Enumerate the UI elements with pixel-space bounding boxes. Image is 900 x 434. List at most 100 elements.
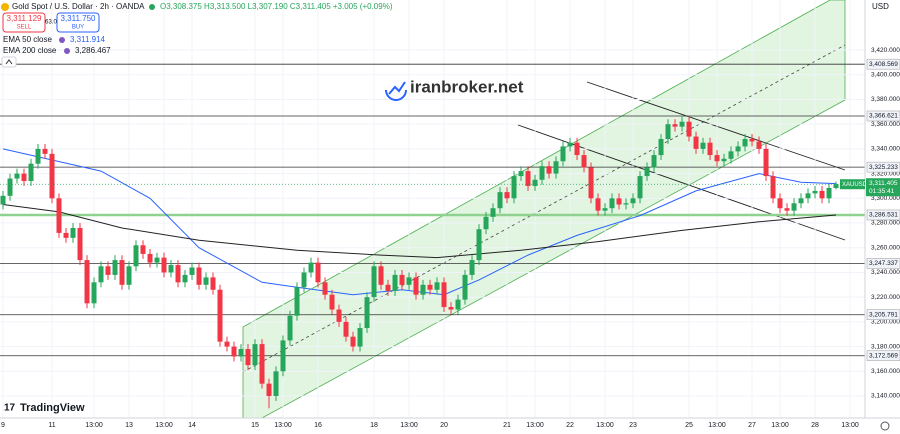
y-tick-label: 3,180.000 [871, 343, 900, 350]
indicator-value: 3,286.467 [75, 46, 111, 55]
candle-body [427, 284, 433, 290]
level-label-bg [866, 161, 900, 173]
level-label: 3,366.621 [869, 113, 898, 120]
candle-body [574, 142, 580, 156]
candle-body [455, 299, 461, 310]
candle-body [441, 282, 447, 308]
candle-body [623, 203, 629, 205]
buy-button[interactable] [56, 12, 100, 33]
symbol-icon [1, 3, 9, 11]
candle-body [504, 192, 510, 199]
y-tick-label: 3,400.000 [871, 71, 900, 78]
candle-body [273, 371, 279, 397]
candle-body [721, 158, 727, 162]
y-tick-label: 3,200.000 [871, 319, 900, 326]
candle-body [784, 208, 790, 211]
candle-body [609, 198, 615, 209]
level-label-bg [866, 258, 900, 269]
candle-body [266, 383, 272, 397]
level-label: 3,247.337 [869, 260, 898, 267]
y-tick-label: 3,320.000 [871, 170, 900, 177]
level-label: 3,172.569 [869, 352, 898, 359]
level-label-bg [866, 58, 900, 70]
candle-body [364, 297, 370, 329]
buy-price: 3,311.750 [61, 14, 97, 23]
candle-body [147, 253, 153, 263]
candle-body [238, 349, 244, 357]
brand: TradingView [20, 402, 85, 414]
candle-body [231, 346, 237, 357]
candle-body [35, 148, 41, 164]
candle-body [567, 142, 573, 147]
candle-body [112, 260, 118, 275]
last-price-bg [866, 178, 900, 197]
x-tick-label: 18 [370, 422, 378, 429]
candle-body [637, 176, 643, 199]
candle-body [819, 190, 825, 199]
x-tick-label: 13:00 [400, 422, 418, 429]
candle-body [154, 257, 160, 263]
candle-body [399, 274, 405, 285]
x-tick-label: 13:00 [155, 422, 173, 429]
spread: 63.0 [45, 20, 57, 26]
indicator-icon [64, 48, 70, 54]
candle-body [630, 198, 636, 204]
candle-body [434, 282, 440, 290]
trend-line [586, 81, 846, 171]
indicator-name: EMA 200 close [3, 46, 57, 55]
collapse-button[interactable] [1, 56, 17, 68]
y-tick-label: 3,300.000 [871, 195, 900, 202]
y-tick-label: 3,380.000 [871, 96, 900, 103]
x-tick-label: 21 [503, 422, 511, 429]
y-tick-label: 3,240.000 [871, 269, 900, 276]
candle-body [210, 277, 216, 290]
watermark: iranbroker.net [410, 77, 524, 96]
x-tick-label: 13:00 [708, 422, 726, 429]
x-tick-label: 13:00 [596, 422, 614, 429]
candle-body [791, 203, 797, 211]
currency: USD [872, 2, 889, 11]
x-tick-label: 13:00 [841, 422, 859, 429]
candle-body [469, 260, 475, 275]
candle-body [385, 284, 391, 291]
sell-button[interactable] [2, 12, 46, 33]
y-tick-label: 3,280.000 [871, 220, 900, 227]
candle-body [644, 167, 650, 177]
ohlc: O3,308.375 H3,313.500 L3,307.190 C3,311.… [160, 2, 393, 11]
brand-logo: 17 [4, 403, 16, 414]
x-tick-label: 14 [188, 422, 196, 429]
x-tick-label: 13:00 [771, 422, 789, 429]
candle-body [679, 121, 685, 127]
candle-body [546, 166, 552, 174]
axes: 3,140.000 3,160.000 3,180.000 3,200.000 3,22… [1, 47, 900, 429]
settings-button[interactable] [880, 421, 890, 431]
candle-body [392, 274, 398, 291]
x-tick-label: 15 [251, 422, 259, 429]
candle-body [539, 166, 545, 180]
candle-body [161, 257, 167, 273]
candle-body [448, 307, 454, 310]
candle-body [336, 309, 342, 322]
level-label: 3,205.791 [869, 311, 898, 318]
candle-body [252, 344, 258, 366]
candle-body [749, 139, 755, 142]
market-status [149, 4, 155, 10]
candle-body [217, 289, 223, 342]
candle-body [357, 328, 363, 347]
candle-body [406, 277, 412, 285]
y-tick-label: 3,260.000 [871, 244, 900, 251]
plot [0, 0, 865, 418]
candle-body [301, 272, 307, 288]
candle-body [700, 142, 706, 149]
candle-body [602, 208, 608, 211]
candle-body [532, 179, 538, 186]
candle-body [735, 146, 741, 152]
candle-body [826, 187, 832, 199]
candle-body [812, 190, 818, 194]
candle-body [581, 155, 587, 168]
x-tick-label: 22 [566, 422, 574, 429]
level-label: 3,325.233 [869, 164, 898, 171]
symbol-tag-bg [840, 179, 865, 190]
y-tick-label: 3,160.000 [871, 368, 900, 375]
candle-body [14, 173, 20, 179]
